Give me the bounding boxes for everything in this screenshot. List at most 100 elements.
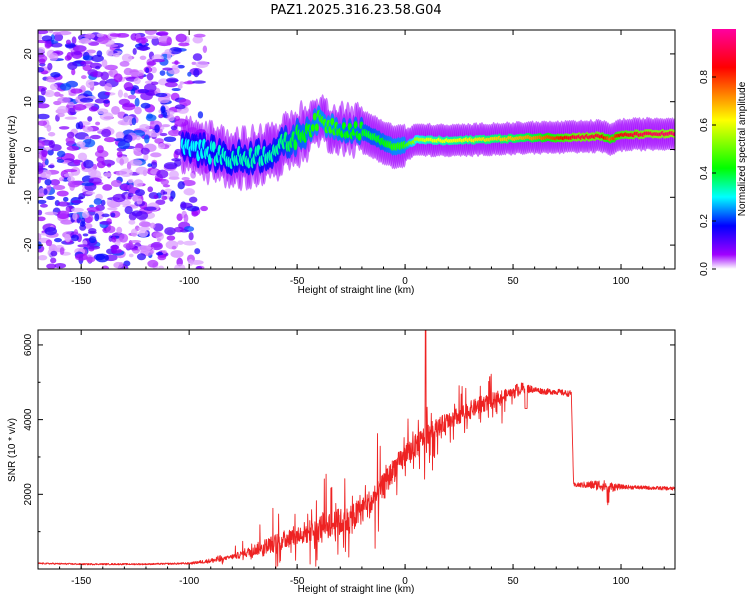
spectrogram-noise-blob	[44, 178, 52, 186]
spectrogram-noise-blob	[50, 34, 55, 42]
spectrogram-noise-blob	[75, 122, 81, 130]
spectrogram-noise-blob	[38, 165, 44, 174]
spectrogram-y-tick-label: 10	[23, 96, 34, 108]
spectrogram-ridge-core	[310, 123, 315, 132]
spectrogram-noise-blob	[166, 79, 179, 83]
spectrogram-noise-blob	[94, 98, 106, 104]
spectrogram-noise-blob	[166, 235, 176, 241]
spectrogram-noise-blob	[57, 96, 71, 104]
spectrogram-noise-blob	[88, 236, 97, 244]
spectrogram-noise-blob	[192, 53, 203, 61]
spectrogram-noise-blob	[138, 221, 151, 228]
spectrogram-noise-blob	[67, 61, 78, 70]
spectrogram-noise-blob	[164, 227, 176, 236]
spectrogram-noise-blob	[176, 213, 183, 222]
spectrogram-noise-blob	[109, 33, 122, 37]
spectrogram-noise-blob	[177, 84, 183, 90]
spectrogram-noise-blob	[110, 245, 120, 250]
spectrogram-noise-blob	[101, 59, 108, 68]
spectrogram-noise-blob	[38, 103, 50, 109]
spectrogram-noise-blob	[135, 166, 148, 175]
spectrogram-noise-blob	[120, 183, 130, 191]
spectrogram-noise-blob	[101, 213, 110, 218]
spectrogram-noise-blob	[38, 66, 45, 73]
spectrogram-noise-blob	[154, 124, 160, 133]
spectrogram-noise-blob	[99, 221, 113, 225]
spectrogram-noise-blob	[73, 159, 81, 166]
spectrogram-ridge-core	[672, 132, 675, 137]
colorbar-tick-label: 0.4	[699, 166, 710, 180]
spectrogram-noise-blob	[166, 37, 173, 46]
spectrogram-noise-blob	[174, 60, 179, 65]
spectrogram-noise-blob	[151, 36, 160, 46]
colorbar-gradient	[712, 29, 736, 269]
spectrogram-noise-blob	[167, 129, 181, 137]
spectrogram-noise-blob	[38, 233, 42, 241]
spectrogram-noise-blob	[63, 173, 74, 178]
spectrogram-noise-blob	[111, 236, 117, 243]
spectrogram-noise-blob	[38, 30, 49, 35]
spectrogram-noise-blob	[86, 206, 100, 212]
spectrogram-noise-blob	[145, 35, 159, 40]
spectrogram-noise-blob	[90, 134, 101, 140]
spectrogram-x-tick-label: 100	[613, 276, 630, 287]
spectrogram-noise-blob	[66, 131, 75, 139]
snr-x-tick-label: -50	[290, 576, 305, 587]
spectrogram-noise-blob	[44, 89, 55, 98]
spectrogram-noise-blob	[38, 216, 46, 222]
spectrogram-noise-blob	[44, 226, 58, 236]
spectrogram-noise-blob	[85, 49, 96, 54]
spectrogram-noise-blob	[173, 226, 185, 233]
spectrogram-noise-blob	[46, 195, 55, 201]
spectrogram-noise-blob	[129, 159, 143, 167]
spectrogram-noise-blob	[144, 30, 157, 36]
spectrogram-y-ticks: -20 -10 0 10 20	[23, 48, 675, 252]
spectrogram-noise-blob	[139, 55, 147, 60]
spectrogram-noise-blob	[104, 83, 113, 91]
spectrogram-noise-blob	[38, 95, 46, 105]
spectrogram-noise-blob	[137, 226, 151, 231]
spectrogram-noise-blob	[175, 33, 187, 43]
spectrogram-noise-blob	[82, 55, 94, 61]
spectrogram-noise-blob	[147, 259, 159, 268]
spectrogram-noise-blob	[144, 134, 150, 144]
spectrogram-noise-blob	[67, 180, 81, 188]
spectrogram-x-ticks: -150 -100 -50 0 50 100	[59, 30, 665, 287]
spectrogram-noise-blob	[88, 168, 97, 177]
spectrogram-noise-blob	[50, 257, 57, 264]
spectrogram-noise-blob	[106, 49, 114, 57]
spectrogram-noise-blob	[128, 253, 134, 258]
spectrogram-noise-blob	[58, 93, 64, 97]
spectrogram-noise-blob	[56, 150, 66, 158]
spectrogram-noise-blob	[177, 181, 185, 190]
spectrogram-noise-blob	[50, 179, 61, 186]
spectrogram-noise-blob	[47, 62, 53, 71]
snr-plot-area	[38, 330, 675, 569]
spectrogram-noise-blob	[152, 58, 165, 63]
colorbar: 0.0 0.2 0.4 0.6 0.8 Normalized spectral ampl…	[699, 29, 748, 276]
spectrogram-noise-blob	[71, 68, 76, 76]
spectrogram-ridge-core	[312, 112, 317, 121]
spectrogram-noise-blob	[171, 245, 177, 250]
spectrogram-noise-blob	[82, 138, 96, 148]
spectrogram-noise-blob	[155, 251, 164, 256]
spectrogram-noise-blob	[104, 91, 111, 96]
spectrogram-noise-blob	[57, 201, 70, 207]
snr-y-tick-label: 4000	[23, 408, 34, 431]
snr-x-tick-label: 100	[613, 576, 630, 587]
spectrogram-noise-blob	[174, 104, 186, 110]
spectrogram-y-tick-label: -20	[23, 237, 34, 252]
spectrogram-noise-blob	[133, 179, 144, 188]
spectrogram-noise-blob	[119, 158, 125, 166]
snr-panel: -150 -100 -50 0 50 100 2000 4000 6000 Height of…	[7, 329, 676, 595]
spectrogram-noise-blob	[93, 72, 98, 77]
spectrogram-noise-blob	[177, 64, 185, 69]
spectrogram-noise-blob	[57, 112, 65, 118]
spectrogram-noise-blob	[135, 210, 149, 220]
spectrogram-noise-blob	[44, 158, 49, 166]
spectrogram-noise-blob	[118, 98, 130, 106]
spectrogram-noise-blob	[49, 83, 58, 91]
spectrogram-noise-blob	[134, 106, 142, 115]
spectrogram-noise-blob	[156, 238, 162, 242]
spectrogram-noise-blob	[38, 47, 46, 53]
